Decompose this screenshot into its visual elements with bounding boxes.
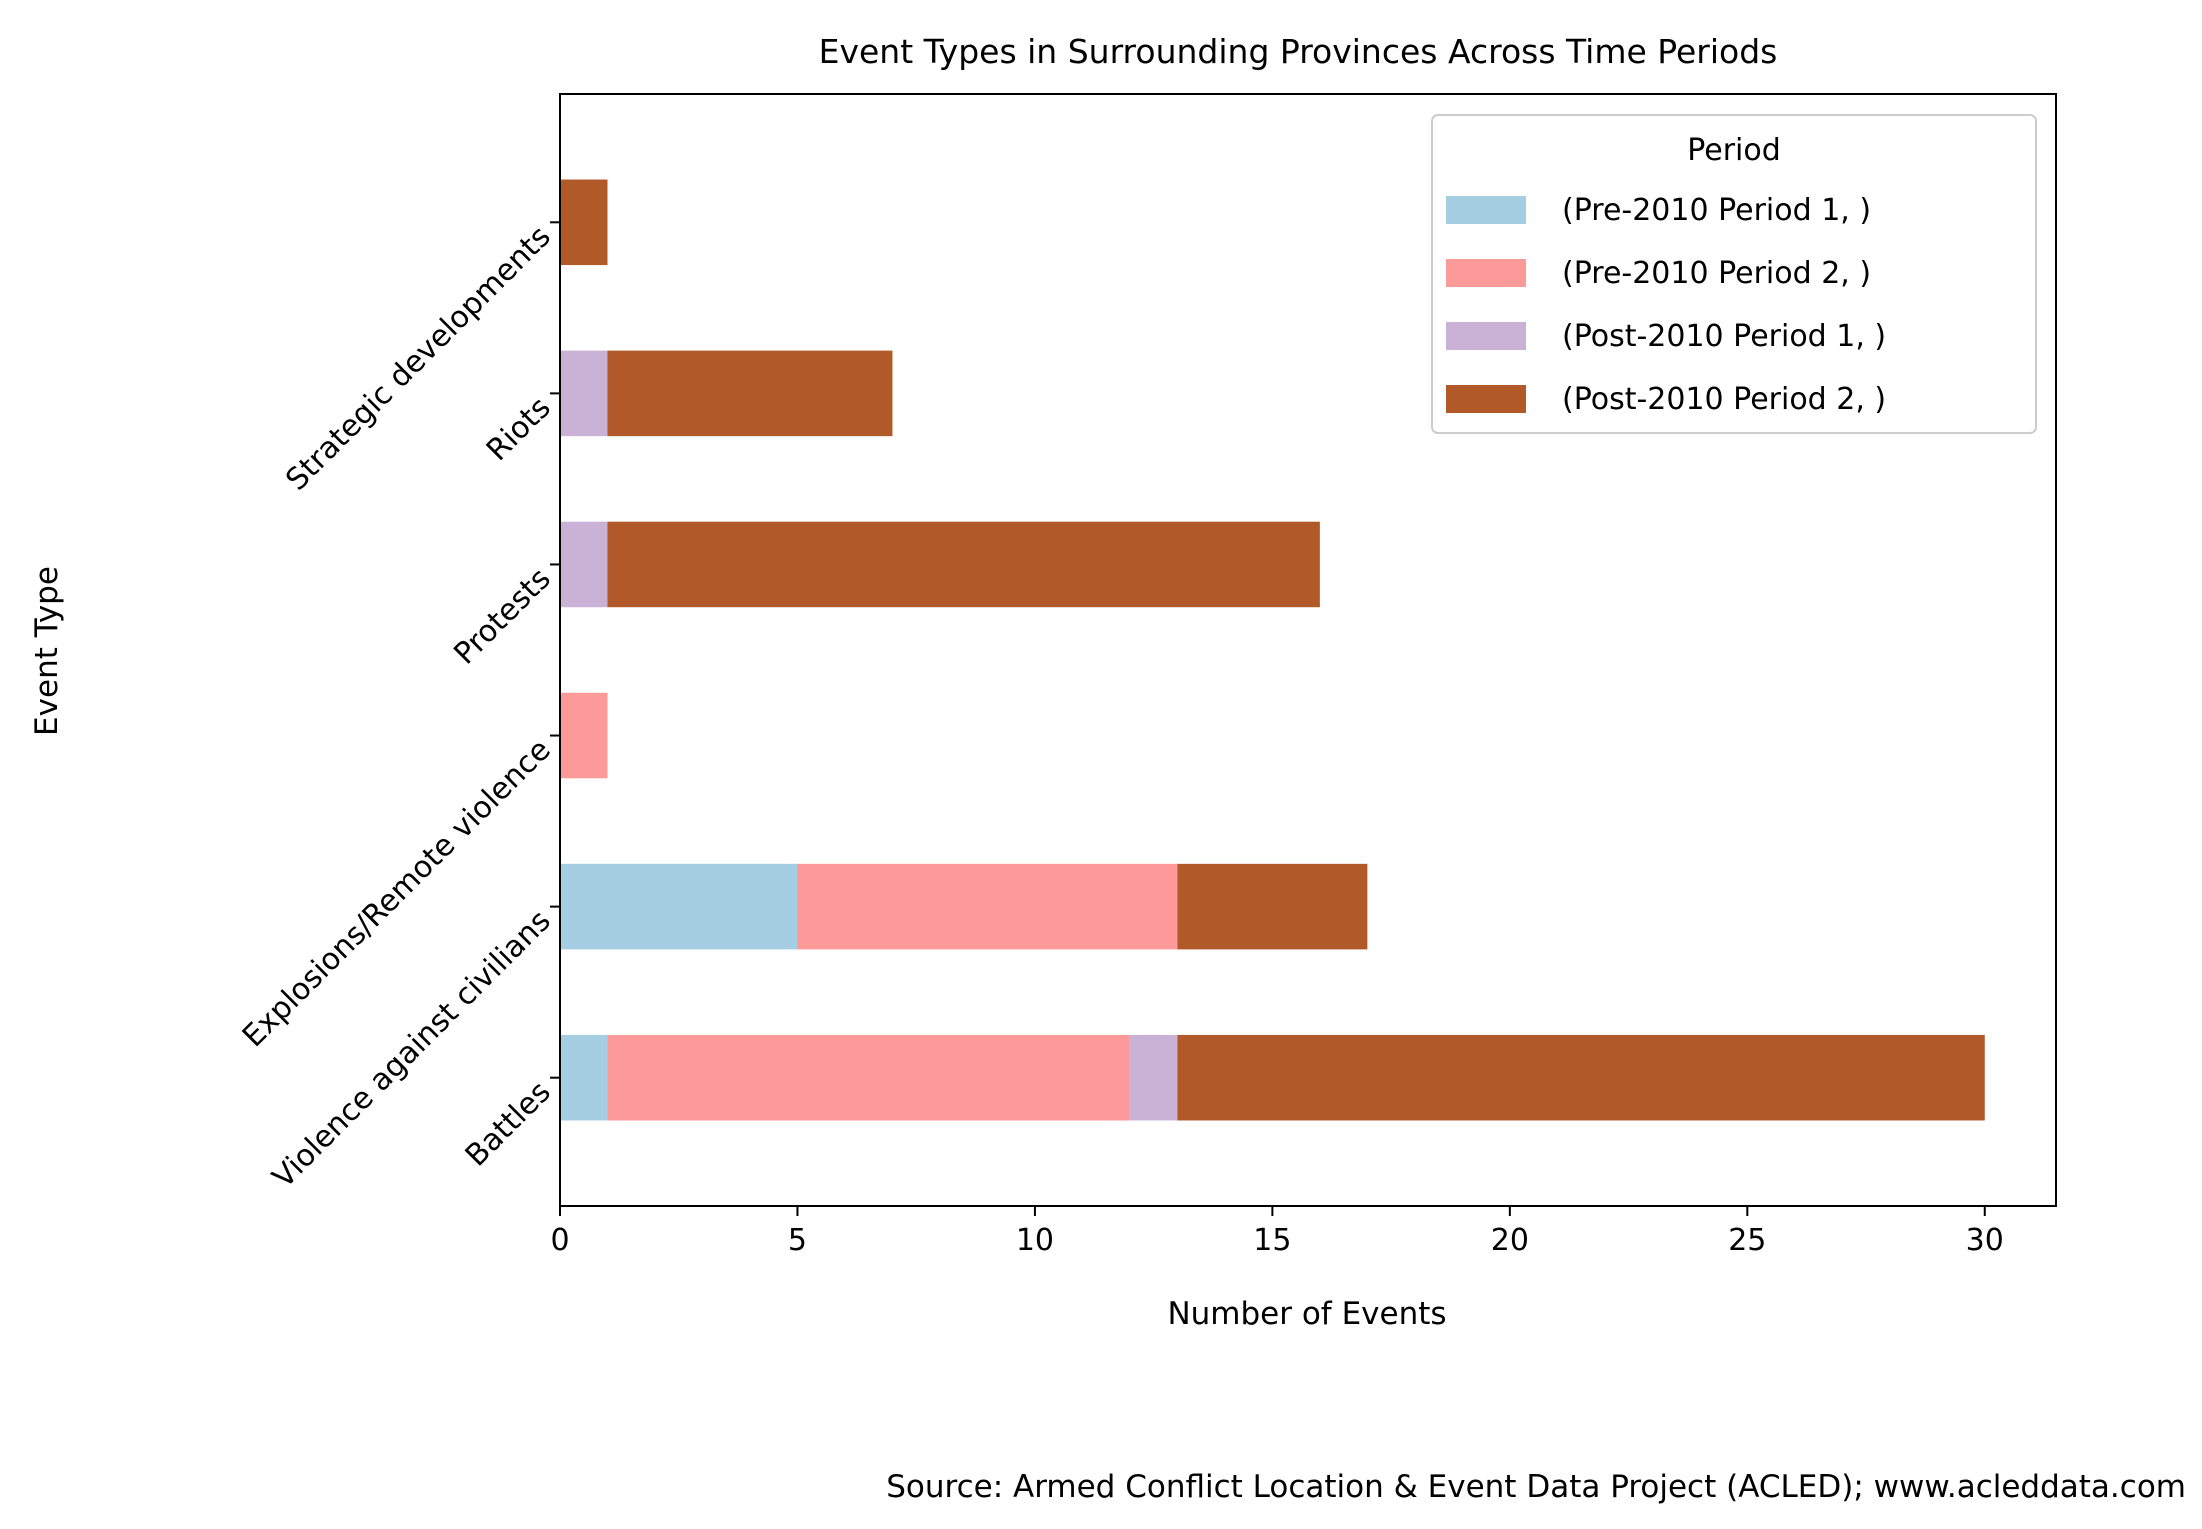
x-tick-label: 20 [1491,1223,1529,1258]
bar-explosions-remote-violence-series-2 [560,692,608,779]
legend-frame [1431,114,2037,434]
x-tick-label: 10 [1016,1223,1054,1258]
legend-items: (Pre-2010 Period 1, ) (Pre-2010 Period 2,… [1446,193,1886,417]
x-axis: 0 5 10 15 20 25 30 [550,1206,2004,1258]
bar-protests-series-3 [560,521,608,608]
legend-swatch [1446,322,1526,350]
y-axis-label: Event Type [29,566,65,736]
legend-label: (Post-2010 Period 2, ) [1562,382,1886,417]
legend-swatch [1446,196,1526,224]
bar-battles-series-3 [1129,1034,1178,1121]
legend-label: (Post-2010 Period 1, ) [1562,319,1886,354]
bar-riots-series-3 [560,350,608,437]
bar-strategic-developments-series-4 [560,179,608,266]
bar-violence-against-civilians-series-1 [560,863,798,950]
bar-violence-against-civilians-series-4 [1177,863,1368,950]
x-axis-label: Number of Events [1167,1296,1446,1332]
y-tick-label: Battles [459,1075,558,1174]
bar-battles-series-2 [607,1034,1130,1121]
legend-title: Period [1687,133,1781,168]
y-tick-label: Riots [480,390,558,468]
legend-swatch [1446,259,1526,287]
plot-frame [559,93,2057,1207]
x-tick-label: 0 [550,1223,569,1258]
bar-violence-against-civilians-series-2 [797,863,1178,950]
bar-riots-series-4 [607,350,893,437]
legend-label: (Pre-2010 Period 1, ) [1562,193,1871,228]
legend: Period (Pre-2010 Period 1, )(Pre-2010 Pe… [1431,114,2037,434]
y-tick-label: Violence against civilians [266,904,558,1196]
source-note: Source: Armed Conflict Location & Event … [886,1469,2186,1505]
legend-swatch [1446,385,1526,413]
legend-label: (Pre-2010 Period 2, ) [1562,256,1871,291]
bar-battles-series-4 [1177,1034,1985,1121]
x-tick-label: 5 [788,1223,807,1258]
bars [560,179,1985,1121]
y-tick-label: Explosions/Remote violence [236,732,558,1054]
bar-protests-series-4 [607,521,1320,608]
x-tick-label: 15 [1253,1223,1291,1258]
bar-battles-series-1 [560,1034,608,1121]
x-tick-label: 30 [1966,1223,2004,1258]
chart-title: Event Types in Surrounding Provinces Acr… [819,32,1778,71]
y-tick-label: Protests [447,561,557,671]
x-tick-label: 25 [1728,1223,1766,1258]
